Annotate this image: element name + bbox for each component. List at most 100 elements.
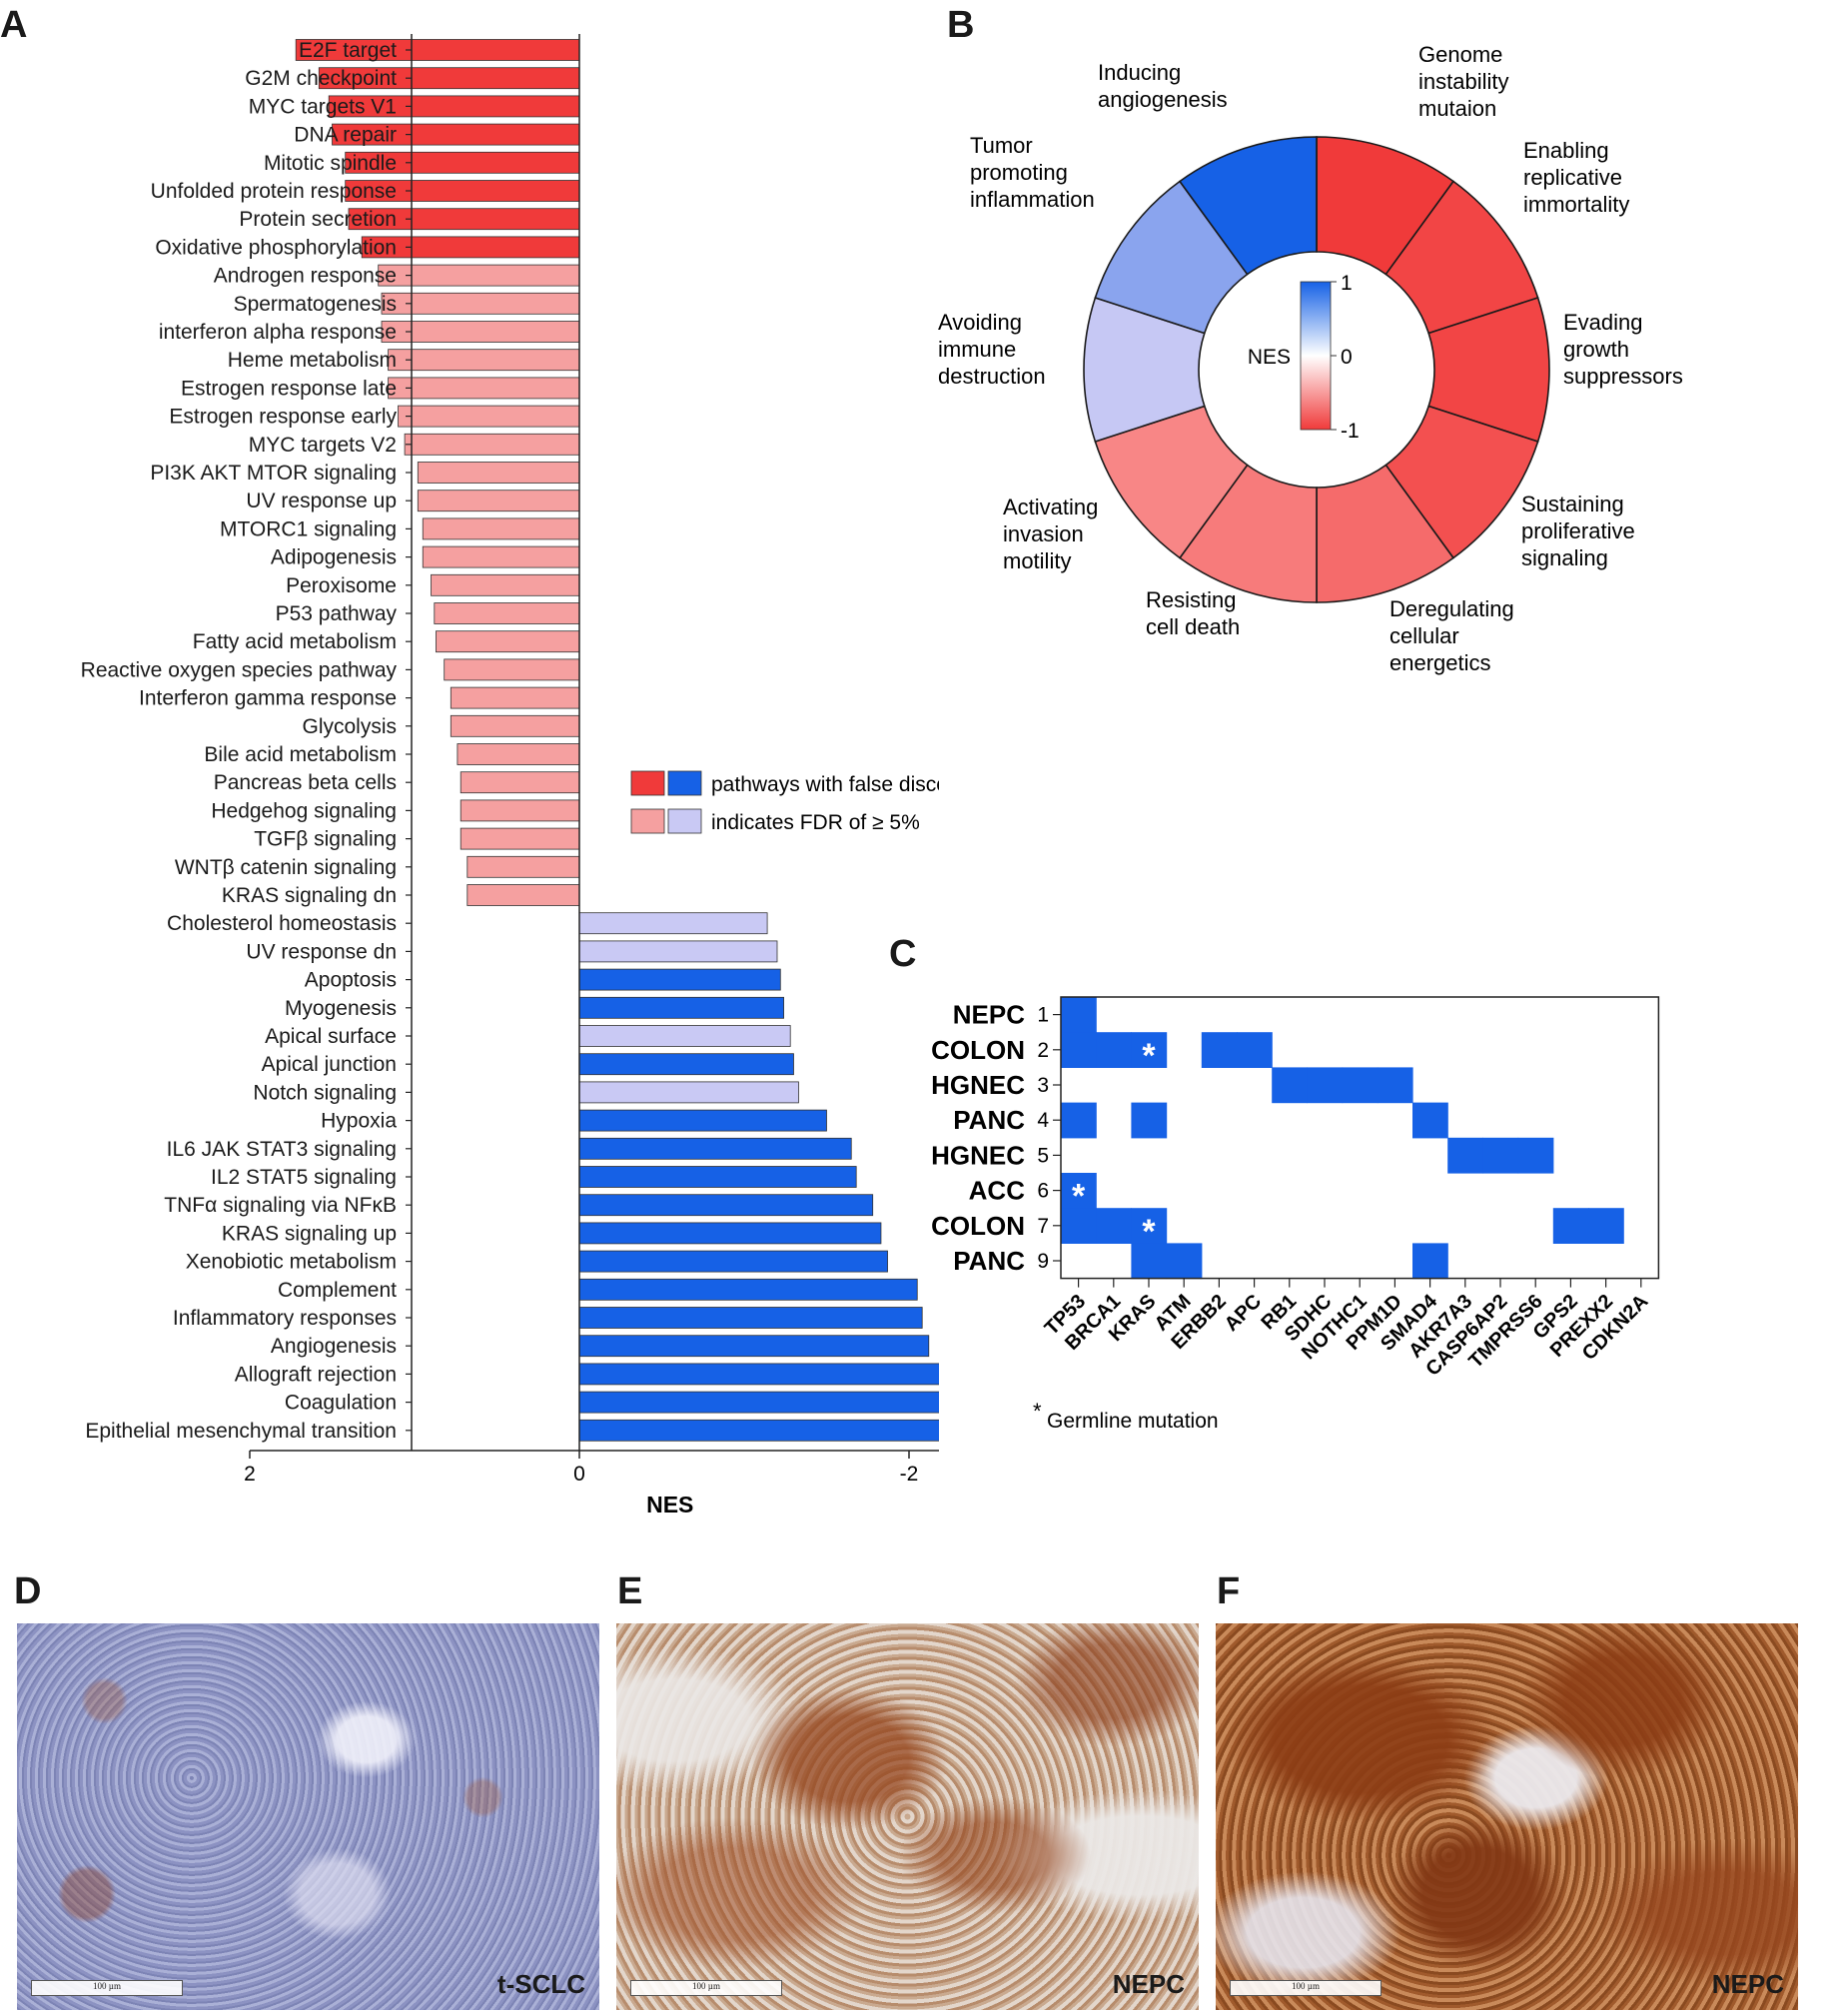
- mutation-cell: [1447, 1137, 1483, 1174]
- category-label: Bile acid metabolism: [204, 743, 397, 766]
- segment-label: replicative: [1523, 165, 1622, 190]
- segment-label: signaling: [1521, 545, 1608, 570]
- mutation-cell: [1131, 1032, 1168, 1068]
- category-label: Apical junction: [262, 1053, 397, 1076]
- bar-27: [460, 771, 580, 794]
- panel-label-e: E: [617, 1570, 643, 1612]
- mutation-cell: [1588, 1208, 1624, 1244]
- mutation-cell: [1272, 1067, 1308, 1104]
- panel-label-a: A: [0, 4, 28, 46]
- bar-14: [398, 405, 580, 428]
- segment-label: Tumor: [970, 133, 1033, 158]
- segment-label: growth: [1563, 337, 1629, 362]
- row-name: HGNEC: [931, 1070, 1025, 1100]
- category-label: G2M checkpoint: [245, 67, 397, 90]
- row-name: NEPC: [953, 1000, 1025, 1030]
- category-label: UV response up: [246, 490, 397, 512]
- bar-33: [578, 940, 778, 963]
- category-label: DNA repair: [294, 124, 397, 147]
- bar-15: [404, 433, 580, 456]
- colorbar-tick-label: 1: [1341, 272, 1353, 295]
- mutation-cell: [1166, 1243, 1203, 1280]
- category-label: IL6 JAK STAT3 signaling: [167, 1138, 397, 1161]
- bar-16: [417, 462, 580, 484]
- segment-label: angiogenesis: [1098, 87, 1228, 112]
- bar-18: [422, 517, 580, 540]
- bar-45: [578, 1278, 918, 1301]
- micrograph-d: 100 µm t-SCLC: [17, 1623, 599, 2010]
- scale-bar: 100 µm: [31, 1980, 183, 1996]
- row-id: 5: [1037, 1144, 1049, 1167]
- category-label: Complement: [278, 1279, 397, 1302]
- bar-41: [578, 1166, 857, 1188]
- bar-32: [578, 912, 768, 935]
- column-label: APC: [1221, 1291, 1266, 1336]
- bar-25: [450, 714, 580, 737]
- segment-label: inflammation: [970, 187, 1095, 212]
- segment-label: Avoiding: [938, 310, 1022, 335]
- category-label: Oxidative phosphorylation: [155, 236, 397, 259]
- row-name: COLON: [931, 1035, 1025, 1065]
- category-label: Inflammatory responses: [173, 1307, 397, 1330]
- bar-24: [450, 686, 580, 709]
- x-axis-title: NES: [646, 1492, 693, 1517]
- category-label: Spermatogenesis: [234, 293, 397, 316]
- bar-21: [434, 602, 580, 624]
- x-tick-label: -2: [900, 1463, 919, 1486]
- segment-label: promoting: [970, 160, 1068, 185]
- bar-20: [431, 573, 580, 596]
- legend-swatch: [667, 770, 702, 796]
- category-label: Unfolded protein response: [151, 180, 397, 203]
- micrograph-f: 100 µm NEPC: [1216, 1623, 1798, 2010]
- row-name: HGNEC: [931, 1140, 1025, 1170]
- legend-label: pathways with false discovery rates (FDR…: [711, 773, 939, 796]
- category-label: MYC targets V2: [249, 434, 397, 457]
- category-label: Hedgehog signaling: [211, 799, 397, 822]
- bar-34: [578, 968, 781, 991]
- donut-segment-10: [1178, 136, 1318, 276]
- category-label: Androgen response: [214, 265, 397, 288]
- scale-bar: 100 µm: [1230, 1980, 1382, 1996]
- category-label: interferon alpha response: [159, 321, 397, 344]
- germline-star: *: [1142, 1037, 1156, 1075]
- category-label: Fatty acid metabolism: [193, 630, 397, 653]
- mutation-heatmap: * * * 1 NEPC 2 COLON 3 HGNEC 4 PANC 5 HGNEC 6 ACC 7 COLO…: [931, 996, 1660, 1433]
- category-label: UV response dn: [246, 940, 397, 963]
- mutation-cell: [1412, 1243, 1448, 1280]
- segment-label: Enabling: [1523, 138, 1609, 163]
- category-label: Notch signaling: [253, 1081, 397, 1104]
- segment-label: cellular: [1389, 623, 1459, 648]
- row-id: 4: [1037, 1109, 1049, 1132]
- legend-swatch: [630, 808, 665, 834]
- mutation-cell: [1061, 1173, 1097, 1209]
- category-label: Myogenesis: [285, 997, 397, 1020]
- panel-label-b: B: [947, 4, 975, 46]
- panel-label-c: C: [889, 933, 917, 975]
- category-label: IL2 STAT5 signaling: [211, 1166, 397, 1189]
- row-name: PANC: [953, 1246, 1025, 1276]
- category-label: Pancreas beta cells: [214, 771, 397, 794]
- category-label: Mitotic spindle: [264, 152, 397, 175]
- bar-22: [436, 630, 580, 653]
- category-label: Angiogenesis: [271, 1335, 397, 1358]
- heatmap-frame: [1060, 996, 1660, 1280]
- bar-39: [578, 1109, 827, 1132]
- scale-bar-label: 100 µm: [1292, 1981, 1320, 1991]
- segment-label: suppressors: [1563, 364, 1683, 389]
- micrograph-e: 100 µm NEPC: [616, 1623, 1199, 2010]
- row-id: 3: [1037, 1074, 1049, 1097]
- row-id: 2: [1037, 1039, 1049, 1062]
- category-label: E2F target: [299, 39, 397, 62]
- mutation-cell: [1552, 1208, 1589, 1244]
- category-label: WNTβ catenin signaling: [175, 856, 397, 879]
- bar-28: [460, 799, 580, 822]
- colorbar-tick-label: -1: [1341, 420, 1360, 443]
- bar-38: [578, 1081, 799, 1104]
- segment-label: instability: [1418, 69, 1508, 94]
- category-label: Apoptosis: [305, 969, 397, 992]
- colorbar-label: NES: [1248, 346, 1291, 369]
- footnote-mark: *: [1033, 1399, 1042, 1424]
- category-label: Xenobiotic metabolism: [186, 1251, 397, 1274]
- category-label: P53 pathway: [276, 602, 398, 625]
- bar-46: [578, 1307, 923, 1329]
